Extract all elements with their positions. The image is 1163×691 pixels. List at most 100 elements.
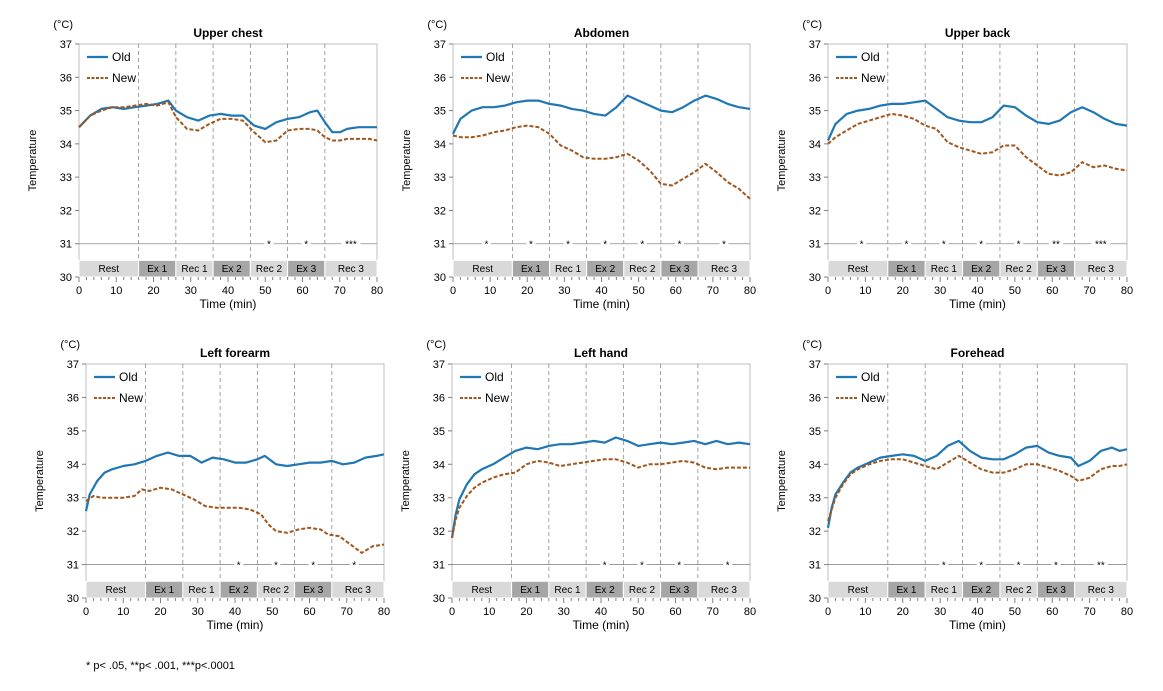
significance-gap [637, 560, 647, 569]
significance-marker: * [352, 561, 356, 572]
significance-marker: * [678, 240, 682, 251]
phase-label: Rec 3 [1088, 585, 1115, 596]
y-tick-label: 36 [434, 72, 446, 84]
phase-label: Rec 1 [555, 264, 582, 275]
significance-gap [349, 560, 359, 569]
y-tick-label: 36 [809, 392, 821, 404]
phase-label: Ex 1 [147, 264, 167, 275]
y-tick-label: 33 [809, 493, 821, 505]
y-tick-label: 33 [67, 493, 79, 505]
significance-gap [1048, 239, 1063, 248]
phase-label: Rec 3 [711, 264, 738, 275]
significance-marker: * [484, 240, 488, 251]
y-tick-label: 35 [809, 426, 821, 438]
phase-label: Ex 2 [595, 264, 615, 275]
y-tick-label: 35 [433, 426, 445, 438]
phase-label: Rec 2 [256, 264, 283, 275]
y-tick-label: 31 [67, 560, 79, 572]
series-line-new [827, 454, 1128, 522]
x-tick-label: 40 [229, 606, 241, 618]
x-tick-label: 60 [303, 606, 315, 618]
phase-label: Rest [106, 585, 127, 596]
y-tick-label: 36 [433, 392, 445, 404]
significance-marker: * [274, 561, 278, 572]
significance-gap [341, 239, 361, 248]
x-tick-label: 60 [670, 285, 682, 297]
significance-marker: * [603, 561, 607, 572]
x-tick-label: 80 [1121, 606, 1133, 618]
phase-label: Rec 2 [1006, 585, 1033, 596]
significance-marker: ** [1097, 561, 1105, 572]
significance-gap [637, 239, 647, 248]
y-tick-label: 37 [809, 359, 821, 371]
phase-label: Rec 3 [338, 264, 365, 275]
x-tick-label: 20 [521, 285, 533, 297]
significance-marker: * [237, 561, 241, 572]
legend-label: New [112, 71, 136, 85]
phase-label: Rec 1 [188, 585, 215, 596]
phase-label: Ex 1 [896, 264, 916, 275]
y-axis-label: Temperature [27, 130, 39, 192]
significance-gap [271, 560, 281, 569]
significance-gap [1093, 560, 1108, 569]
legend-label: Old [112, 50, 131, 64]
x-tick-label: 30 [558, 285, 570, 297]
significance-gap [674, 239, 684, 248]
y-tick-label: 36 [809, 72, 821, 84]
y-tick-label: 35 [809, 106, 821, 118]
significance-marker: *** [1095, 240, 1107, 251]
phase-label: Ex 1 [521, 264, 541, 275]
y-tick-label: 31 [60, 239, 72, 251]
y-tick-label: 32 [67, 526, 79, 538]
significance-marker: * [529, 240, 533, 251]
x-tick-label: 30 [192, 606, 204, 618]
x-tick-label: 0 [449, 606, 455, 618]
significance-marker: * [1017, 561, 1021, 572]
legend-label: New [861, 391, 885, 405]
legend-label: New [119, 391, 143, 405]
x-tick-label: 60 [1046, 285, 1058, 297]
phase-label: Ex 2 [971, 264, 991, 275]
y-tick-label: 37 [434, 39, 446, 51]
x-tick-label: 0 [450, 285, 456, 297]
chart-title: Left hand [574, 346, 628, 360]
significance-marker: * [267, 240, 271, 251]
significance-marker: ** [1052, 240, 1060, 251]
x-tick-label: 20 [147, 285, 159, 297]
significance-marker: * [1017, 240, 1021, 251]
significance-footnote: * p< .05, **p< .001, ***p<.0001 [86, 660, 235, 672]
significance-gap [234, 560, 244, 569]
chart-panel: Rest Ex 1 Rec 1 Ex 2 Rec 2 Ex 3 Rec 3 * * * * * * * 30… [401, 19, 756, 311]
plot-area [452, 43, 751, 278]
x-tick-label: 50 [633, 285, 645, 297]
phase-label: Ex 2 [595, 585, 615, 596]
significance-marker: * [860, 240, 864, 251]
phase-label: Ex 3 [296, 264, 316, 275]
unit-label: (°C) [60, 339, 80, 351]
significance-marker: * [979, 240, 983, 251]
y-tick-label: 31 [809, 560, 821, 572]
phase-label: Rec 3 [345, 585, 372, 596]
y-axis-label: Temperature [776, 130, 788, 192]
y-axis-label: Temperature [401, 130, 413, 192]
chart-title: Abdomen [574, 26, 629, 40]
phase-label: Ex 1 [896, 585, 916, 596]
plot-area [827, 43, 1128, 278]
phase-label: Rest [848, 585, 869, 596]
significance-gap [719, 239, 729, 248]
series-line-old [826, 99, 1128, 141]
x-tick-label: 50 [632, 606, 644, 618]
significance-gap [1051, 560, 1061, 569]
significance-marker: * [942, 561, 946, 572]
y-tick-label: 34 [60, 139, 72, 151]
phase-label: Ex 3 [669, 264, 689, 275]
significance-gap [1014, 239, 1024, 248]
chart-panel: Rest Ex 1 Rec 1 Ex 2 Rec 2 Ex 3 Rec 3 * * * * 30 31 3… [400, 339, 756, 632]
y-axis-label: Temperature [776, 450, 788, 512]
significance-marker: * [726, 561, 730, 572]
plot-area [78, 43, 378, 278]
series-line-new [451, 458, 750, 538]
x-tick-label: 80 [744, 285, 756, 297]
x-tick-label: 10 [859, 285, 871, 297]
x-tick-label: 40 [595, 285, 607, 297]
